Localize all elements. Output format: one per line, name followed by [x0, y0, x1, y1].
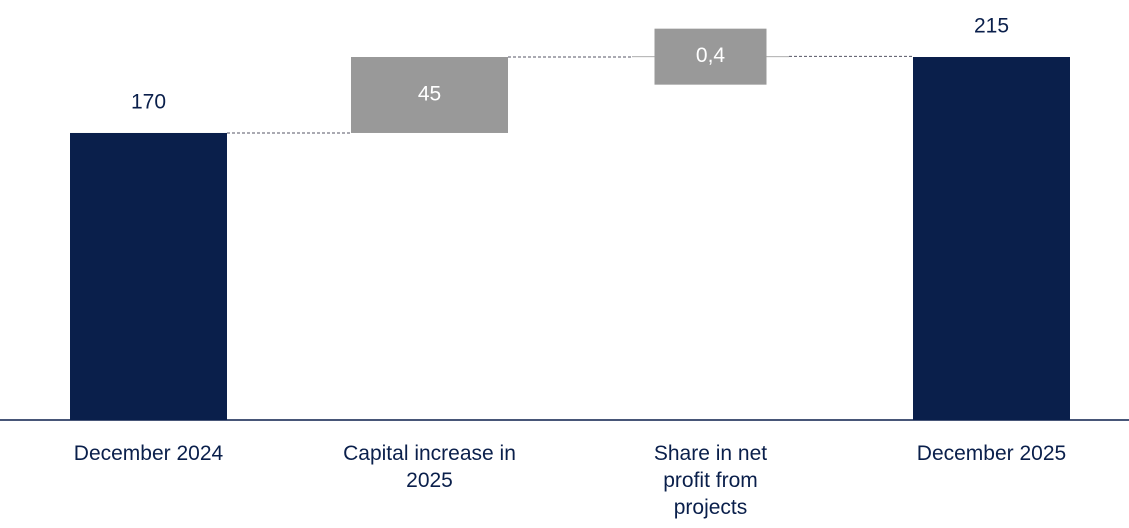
bar [70, 132, 227, 420]
value-label: 45 [418, 83, 441, 106]
x-tick-label: December 2025 [916, 442, 1067, 465]
value-label: 170 [131, 91, 166, 114]
x-tick-label: December 2024 [73, 442, 224, 465]
bar [913, 57, 1070, 420]
value-label-box [654, 28, 767, 85]
x-tick-label: Capital increase in 2025 [343, 442, 516, 492]
x-tick-label: Share in net profit from projects [653, 442, 768, 519]
bar [351, 57, 508, 133]
value-label: 215 [974, 15, 1009, 38]
value-label: 0,4 [696, 44, 726, 67]
